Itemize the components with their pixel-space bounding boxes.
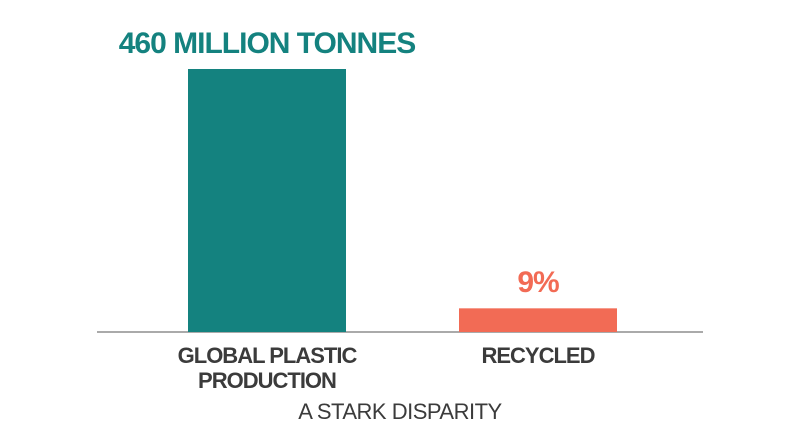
bar	[459, 308, 617, 332]
bar	[188, 69, 346, 332]
value-label: 9%	[517, 266, 559, 300]
x-tick-label: RECYCLED	[481, 343, 595, 368]
value-label: 460 MILLION TONNES	[118, 27, 417, 60]
x-tick-label: GLOBAL PLASTIC PRODUCTION	[177, 343, 358, 393]
chart-title: A STARK DISPARITY	[298, 399, 502, 424]
